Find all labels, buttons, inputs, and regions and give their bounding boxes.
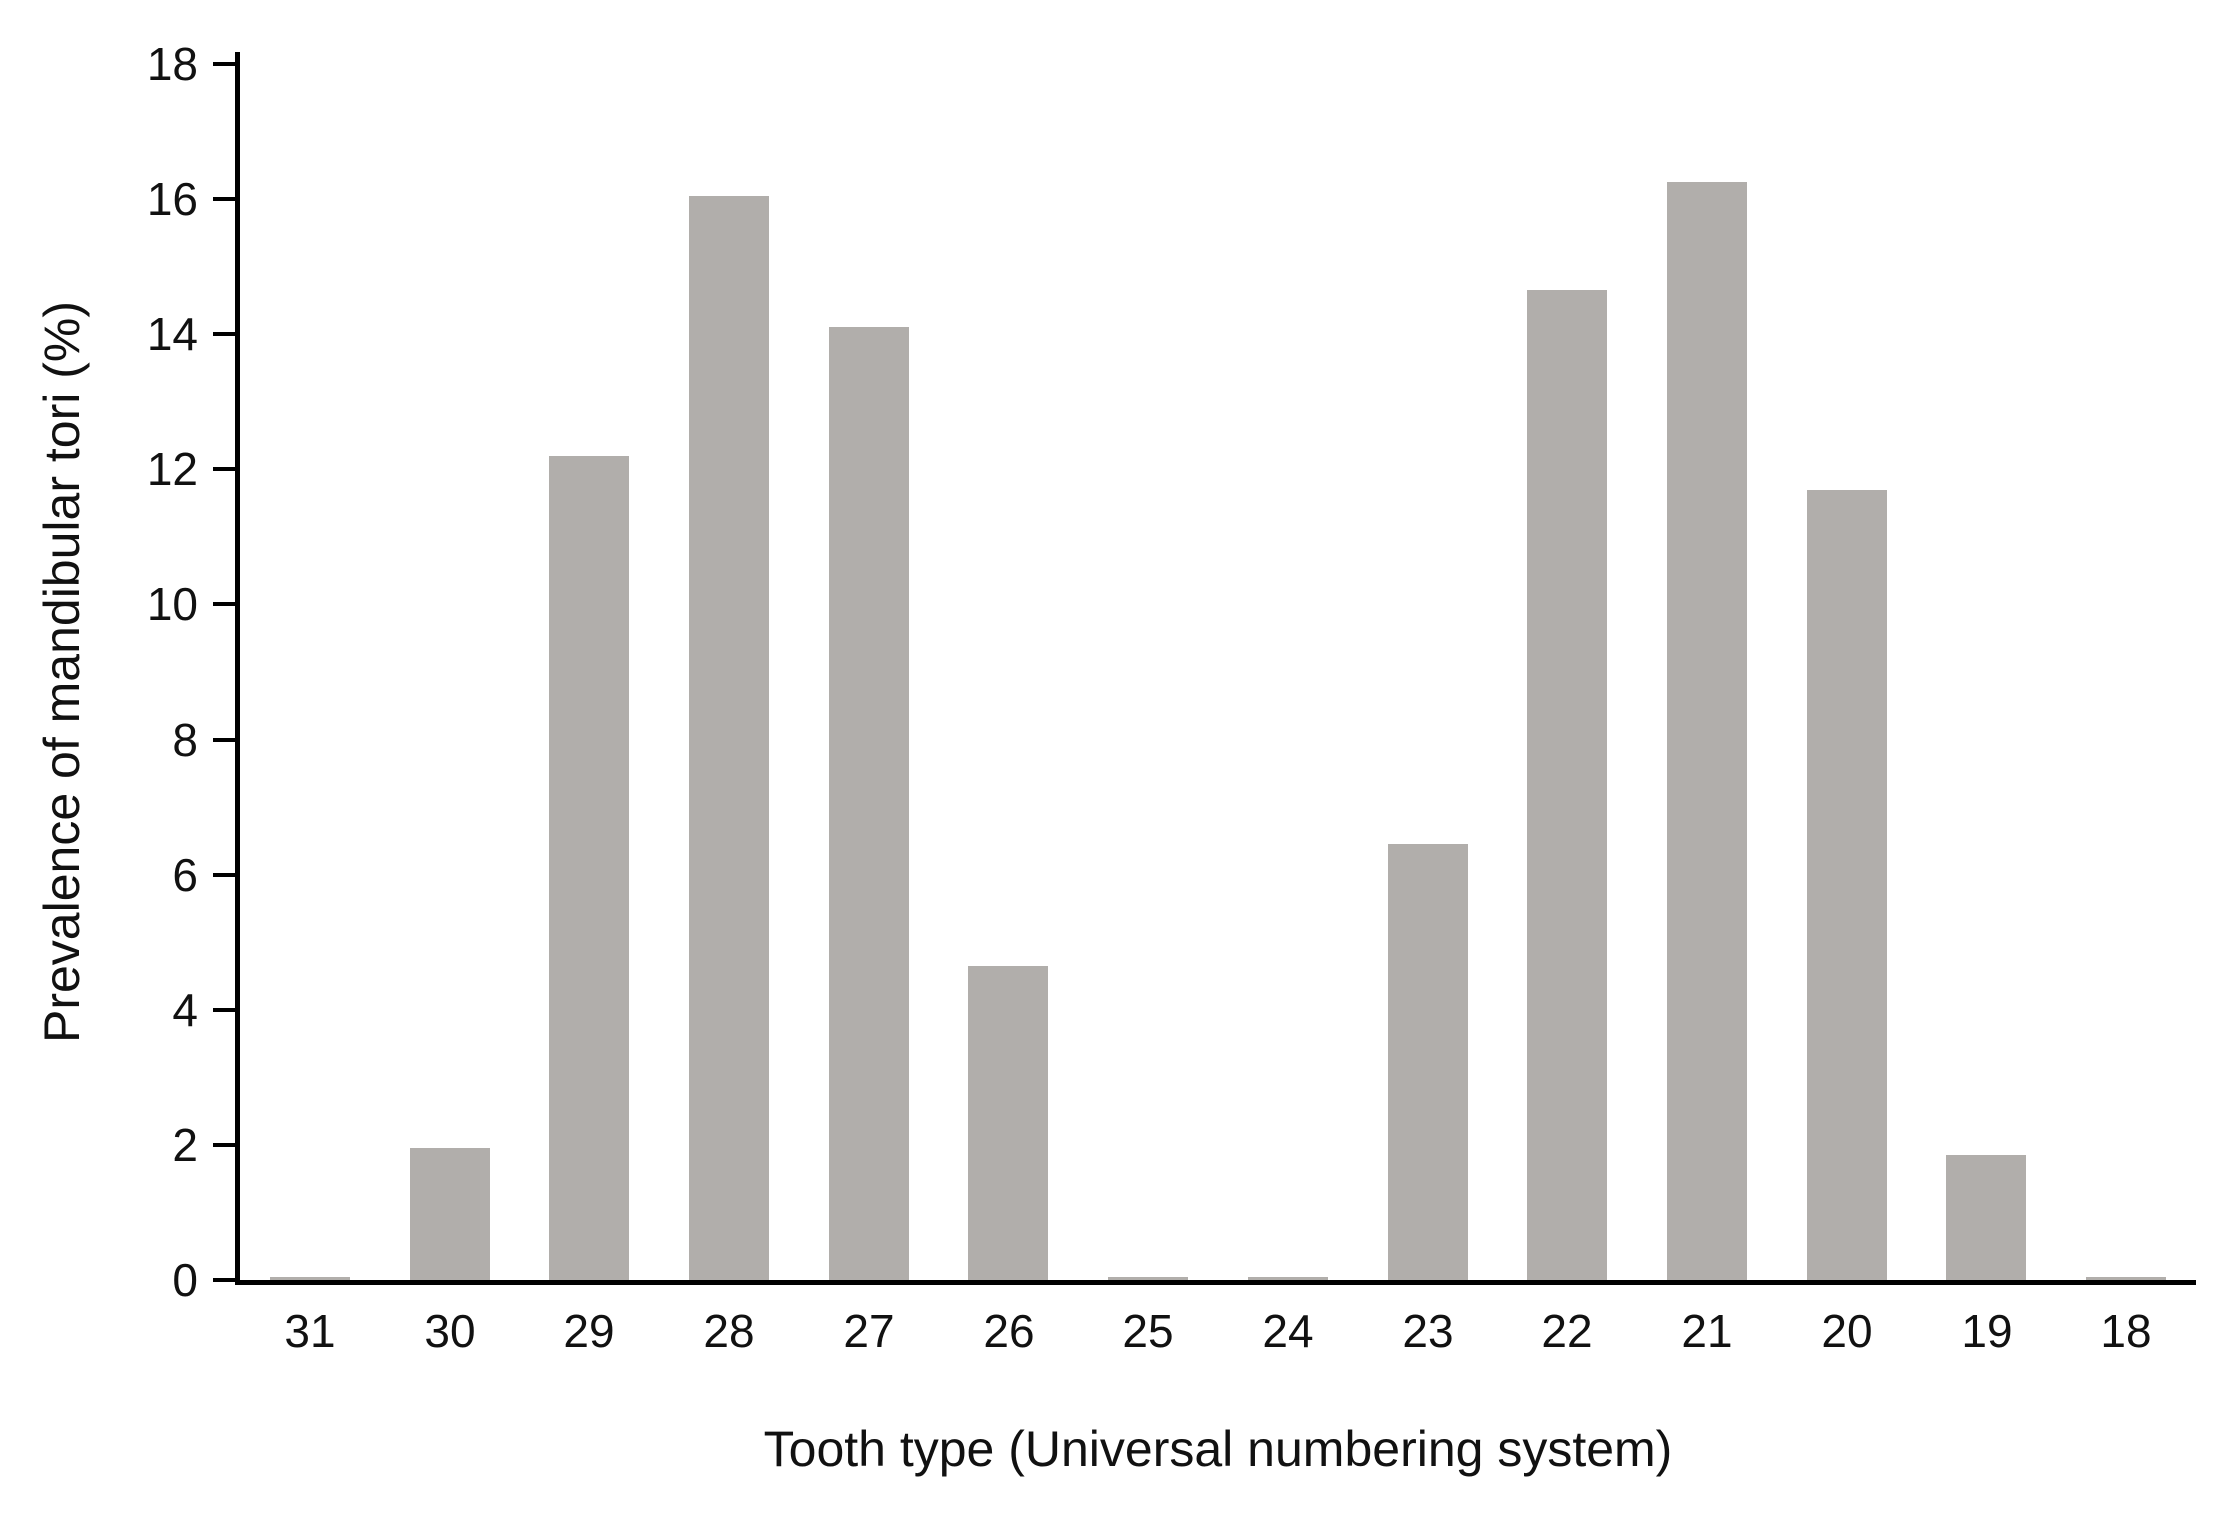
y-tick-label: 6 bbox=[172, 848, 198, 901]
y-tick-label: 8 bbox=[172, 713, 198, 766]
bar bbox=[1108, 1277, 1188, 1280]
bar bbox=[549, 456, 629, 1280]
y-tick-mark bbox=[213, 872, 235, 877]
x-tick-label: 22 bbox=[1541, 1305, 1593, 1357]
bar bbox=[968, 966, 1048, 1280]
x-tick-label: 23 bbox=[1402, 1305, 1454, 1357]
bar bbox=[1667, 182, 1747, 1280]
y-tick-mark bbox=[213, 602, 235, 607]
y-axis-title: Prevalence of mandibular tori (%) bbox=[34, 301, 90, 1043]
y-tick-mark bbox=[213, 467, 235, 472]
y-tick-mark bbox=[213, 197, 235, 202]
bar bbox=[689, 196, 769, 1280]
x-tick-label: 20 bbox=[1821, 1305, 1873, 1357]
x-tick-label: 21 bbox=[1681, 1305, 1733, 1357]
x-tick-label: 30 bbox=[424, 1305, 476, 1357]
bar bbox=[1388, 844, 1468, 1280]
x-tick-label: 18 bbox=[2100, 1305, 2152, 1357]
bar bbox=[270, 1277, 350, 1280]
bar bbox=[829, 327, 909, 1280]
bar bbox=[1946, 1155, 2026, 1280]
bar bbox=[410, 1148, 490, 1280]
x-tick-label: 27 bbox=[843, 1305, 895, 1357]
x-axis-title: Tooth type (Universal numbering system) bbox=[763, 1421, 1673, 1477]
y-tick-label: 16 bbox=[146, 173, 198, 226]
x-tick-label: 31 bbox=[284, 1305, 336, 1357]
bar bbox=[1248, 1277, 1328, 1280]
x-axis-line bbox=[235, 1280, 2196, 1285]
y-tick-label: 12 bbox=[146, 443, 198, 496]
y-tick-mark bbox=[213, 737, 235, 742]
y-tick-label: 14 bbox=[146, 308, 198, 361]
x-tick-label: 29 bbox=[563, 1305, 615, 1357]
x-tick-label: 28 bbox=[703, 1305, 755, 1357]
plot-area: 0 2 4 6 8 10 12 14 16 18 31 30 29 28 27 26 25 24 23 22 21 20… bbox=[147, 41, 2196, 1354]
x-tick-label: 26 bbox=[983, 1305, 1035, 1357]
y-tick-label: 10 bbox=[146, 578, 198, 631]
bar bbox=[1527, 290, 1607, 1280]
bar bbox=[2086, 1277, 2166, 1280]
x-tick-label: 25 bbox=[1122, 1305, 1174, 1357]
y-tick-label: 2 bbox=[172, 1118, 198, 1171]
x-tick-label: 24 bbox=[1262, 1305, 1314, 1357]
y-axis-line bbox=[235, 52, 240, 1285]
x-tick-label: 19 bbox=[1961, 1305, 2013, 1357]
y-tick-label: 18 bbox=[146, 38, 198, 90]
y-tick-mark bbox=[213, 332, 235, 337]
y-tick-mark bbox=[213, 1278, 235, 1282]
y-tick-mark bbox=[213, 62, 235, 66]
y-tick-label: 4 bbox=[172, 983, 198, 1036]
y-tick-mark bbox=[213, 1142, 235, 1147]
bar bbox=[1807, 490, 1887, 1280]
y-tick-label: 0 bbox=[172, 1254, 198, 1306]
y-tick-mark bbox=[213, 1007, 235, 1012]
